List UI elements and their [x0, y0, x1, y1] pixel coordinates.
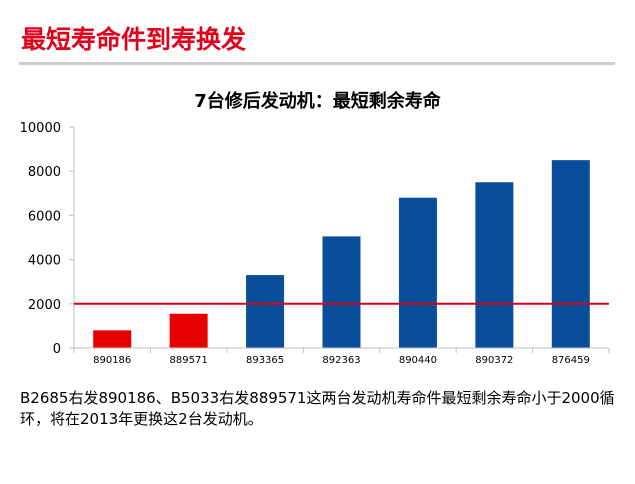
- y-tick-label: 4000: [28, 254, 61, 269]
- bars: [74, 160, 609, 348]
- bar-chart: 0 2000 4000 6000 8000 10000 890186 889571 89336…: [20, 121, 610, 366]
- slide-title: 最短寿命件到寿换发: [21, 25, 247, 54]
- x-tick-label: 890186: [93, 355, 131, 366]
- x-tick-label: 890440: [399, 355, 437, 366]
- bar-893365: [246, 275, 285, 348]
- bar-876459: [551, 160, 590, 348]
- bar-890440: [398, 197, 437, 348]
- y-tick-label: 6000: [28, 209, 61, 224]
- bar-892363: [322, 236, 361, 348]
- x-tick-label: 892363: [322, 355, 360, 366]
- x-tick-label: 890372: [475, 355, 513, 366]
- chart-title: 7台修后发动机：最短剩余寿命: [194, 91, 441, 112]
- x-tick-label: 893365: [246, 355, 284, 366]
- y-axis: 0 2000 4000 6000 8000 10000: [20, 121, 75, 357]
- y-tick-label: 2000: [28, 298, 61, 313]
- x-axis: 890186 889571 893365 892363 890440 890372 8764…: [73, 347, 610, 366]
- bar-889571: [169, 313, 208, 348]
- title-divider: [19, 62, 615, 65]
- x-tick-label: 876459: [552, 355, 590, 366]
- bar-890186: [93, 330, 132, 348]
- y-tick-label: 0: [53, 342, 61, 357]
- caption-text: B2685右发890186、B5033右发889571这两台发动机寿命件最短剩余…: [20, 389, 615, 428]
- bar-890372: [475, 182, 514, 348]
- y-tick-label: 10000: [20, 121, 61, 136]
- x-tick-label: 889571: [170, 355, 208, 366]
- y-tick-label: 8000: [28, 165, 61, 180]
